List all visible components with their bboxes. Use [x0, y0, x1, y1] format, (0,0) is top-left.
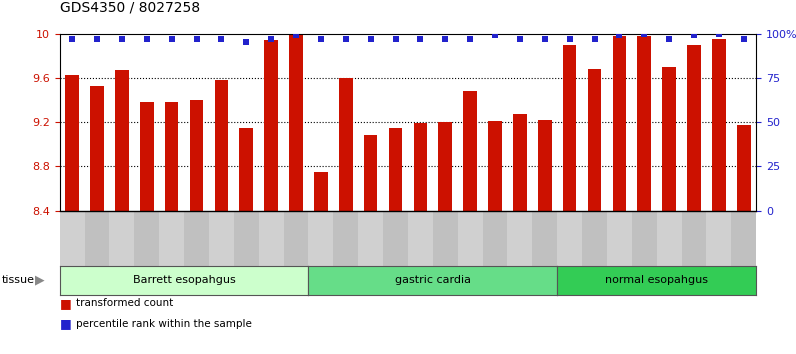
Text: gastric cardia: gastric cardia: [395, 275, 470, 285]
Point: [688, 33, 700, 38]
Bar: [414, 123, 427, 211]
Bar: [513, 114, 527, 211]
Point: [115, 36, 128, 42]
Point: [166, 36, 178, 42]
Point: [339, 36, 352, 42]
Text: normal esopahgus: normal esopahgus: [605, 275, 708, 285]
Point: [265, 36, 278, 42]
Text: Barrett esopahgus: Barrett esopahgus: [133, 275, 236, 285]
Bar: [184, 211, 209, 266]
Text: transformed count: transformed count: [76, 298, 173, 308]
Bar: [681, 211, 706, 266]
Bar: [408, 211, 433, 266]
Bar: [289, 34, 302, 211]
Text: ▶: ▶: [35, 274, 45, 286]
Bar: [283, 211, 308, 266]
Point: [91, 36, 103, 42]
Bar: [308, 211, 334, 266]
Bar: [334, 211, 358, 266]
Bar: [388, 128, 402, 211]
Bar: [732, 211, 756, 266]
Text: percentile rank within the sample: percentile rank within the sample: [76, 319, 252, 329]
Point: [314, 36, 327, 42]
Bar: [140, 102, 154, 211]
Text: GDS4350 / 8027258: GDS4350 / 8027258: [60, 0, 200, 14]
Bar: [662, 67, 676, 211]
Point: [464, 36, 477, 42]
Bar: [109, 211, 135, 266]
Bar: [538, 120, 552, 211]
Bar: [209, 211, 234, 266]
Bar: [84, 211, 109, 266]
Bar: [482, 211, 507, 266]
Bar: [638, 36, 651, 211]
Bar: [607, 211, 632, 266]
Bar: [613, 36, 626, 211]
Point: [613, 33, 626, 38]
Point: [365, 36, 377, 42]
Point: [140, 36, 153, 42]
Bar: [65, 75, 79, 211]
Point: [389, 36, 402, 42]
Point: [290, 33, 302, 38]
Bar: [712, 39, 726, 211]
Bar: [339, 78, 353, 211]
Text: ■: ■: [60, 297, 72, 310]
Bar: [488, 121, 501, 211]
Bar: [364, 136, 377, 211]
Bar: [60, 211, 84, 266]
Bar: [234, 211, 259, 266]
Bar: [657, 211, 681, 266]
Bar: [264, 40, 278, 211]
Bar: [458, 211, 482, 266]
Bar: [706, 211, 732, 266]
Bar: [582, 211, 607, 266]
Bar: [159, 211, 184, 266]
Bar: [90, 86, 103, 211]
Point: [66, 36, 79, 42]
Bar: [215, 80, 228, 211]
Bar: [189, 100, 203, 211]
Bar: [383, 211, 408, 266]
Bar: [165, 102, 178, 211]
Bar: [533, 211, 557, 266]
Point: [414, 36, 427, 42]
Bar: [259, 211, 283, 266]
Point: [638, 31, 650, 36]
Bar: [115, 70, 129, 211]
Bar: [439, 122, 452, 211]
Bar: [587, 69, 601, 211]
Text: ■: ■: [60, 318, 72, 330]
Point: [538, 36, 551, 42]
Bar: [433, 211, 458, 266]
Point: [564, 36, 576, 42]
Point: [439, 36, 451, 42]
Bar: [563, 45, 576, 211]
Bar: [463, 91, 477, 211]
Point: [588, 36, 601, 42]
Point: [663, 36, 676, 42]
Bar: [557, 211, 582, 266]
Point: [240, 40, 252, 45]
Point: [215, 36, 228, 42]
Bar: [507, 211, 533, 266]
Bar: [737, 125, 751, 211]
Point: [737, 36, 750, 42]
Bar: [687, 45, 700, 211]
Bar: [135, 211, 159, 266]
Bar: [632, 211, 657, 266]
Bar: [314, 172, 328, 211]
Point: [513, 36, 526, 42]
Point: [489, 33, 501, 38]
Point: [190, 36, 203, 42]
Text: tissue: tissue: [2, 275, 34, 285]
Point: [712, 31, 725, 36]
Bar: [240, 128, 253, 211]
Bar: [358, 211, 383, 266]
